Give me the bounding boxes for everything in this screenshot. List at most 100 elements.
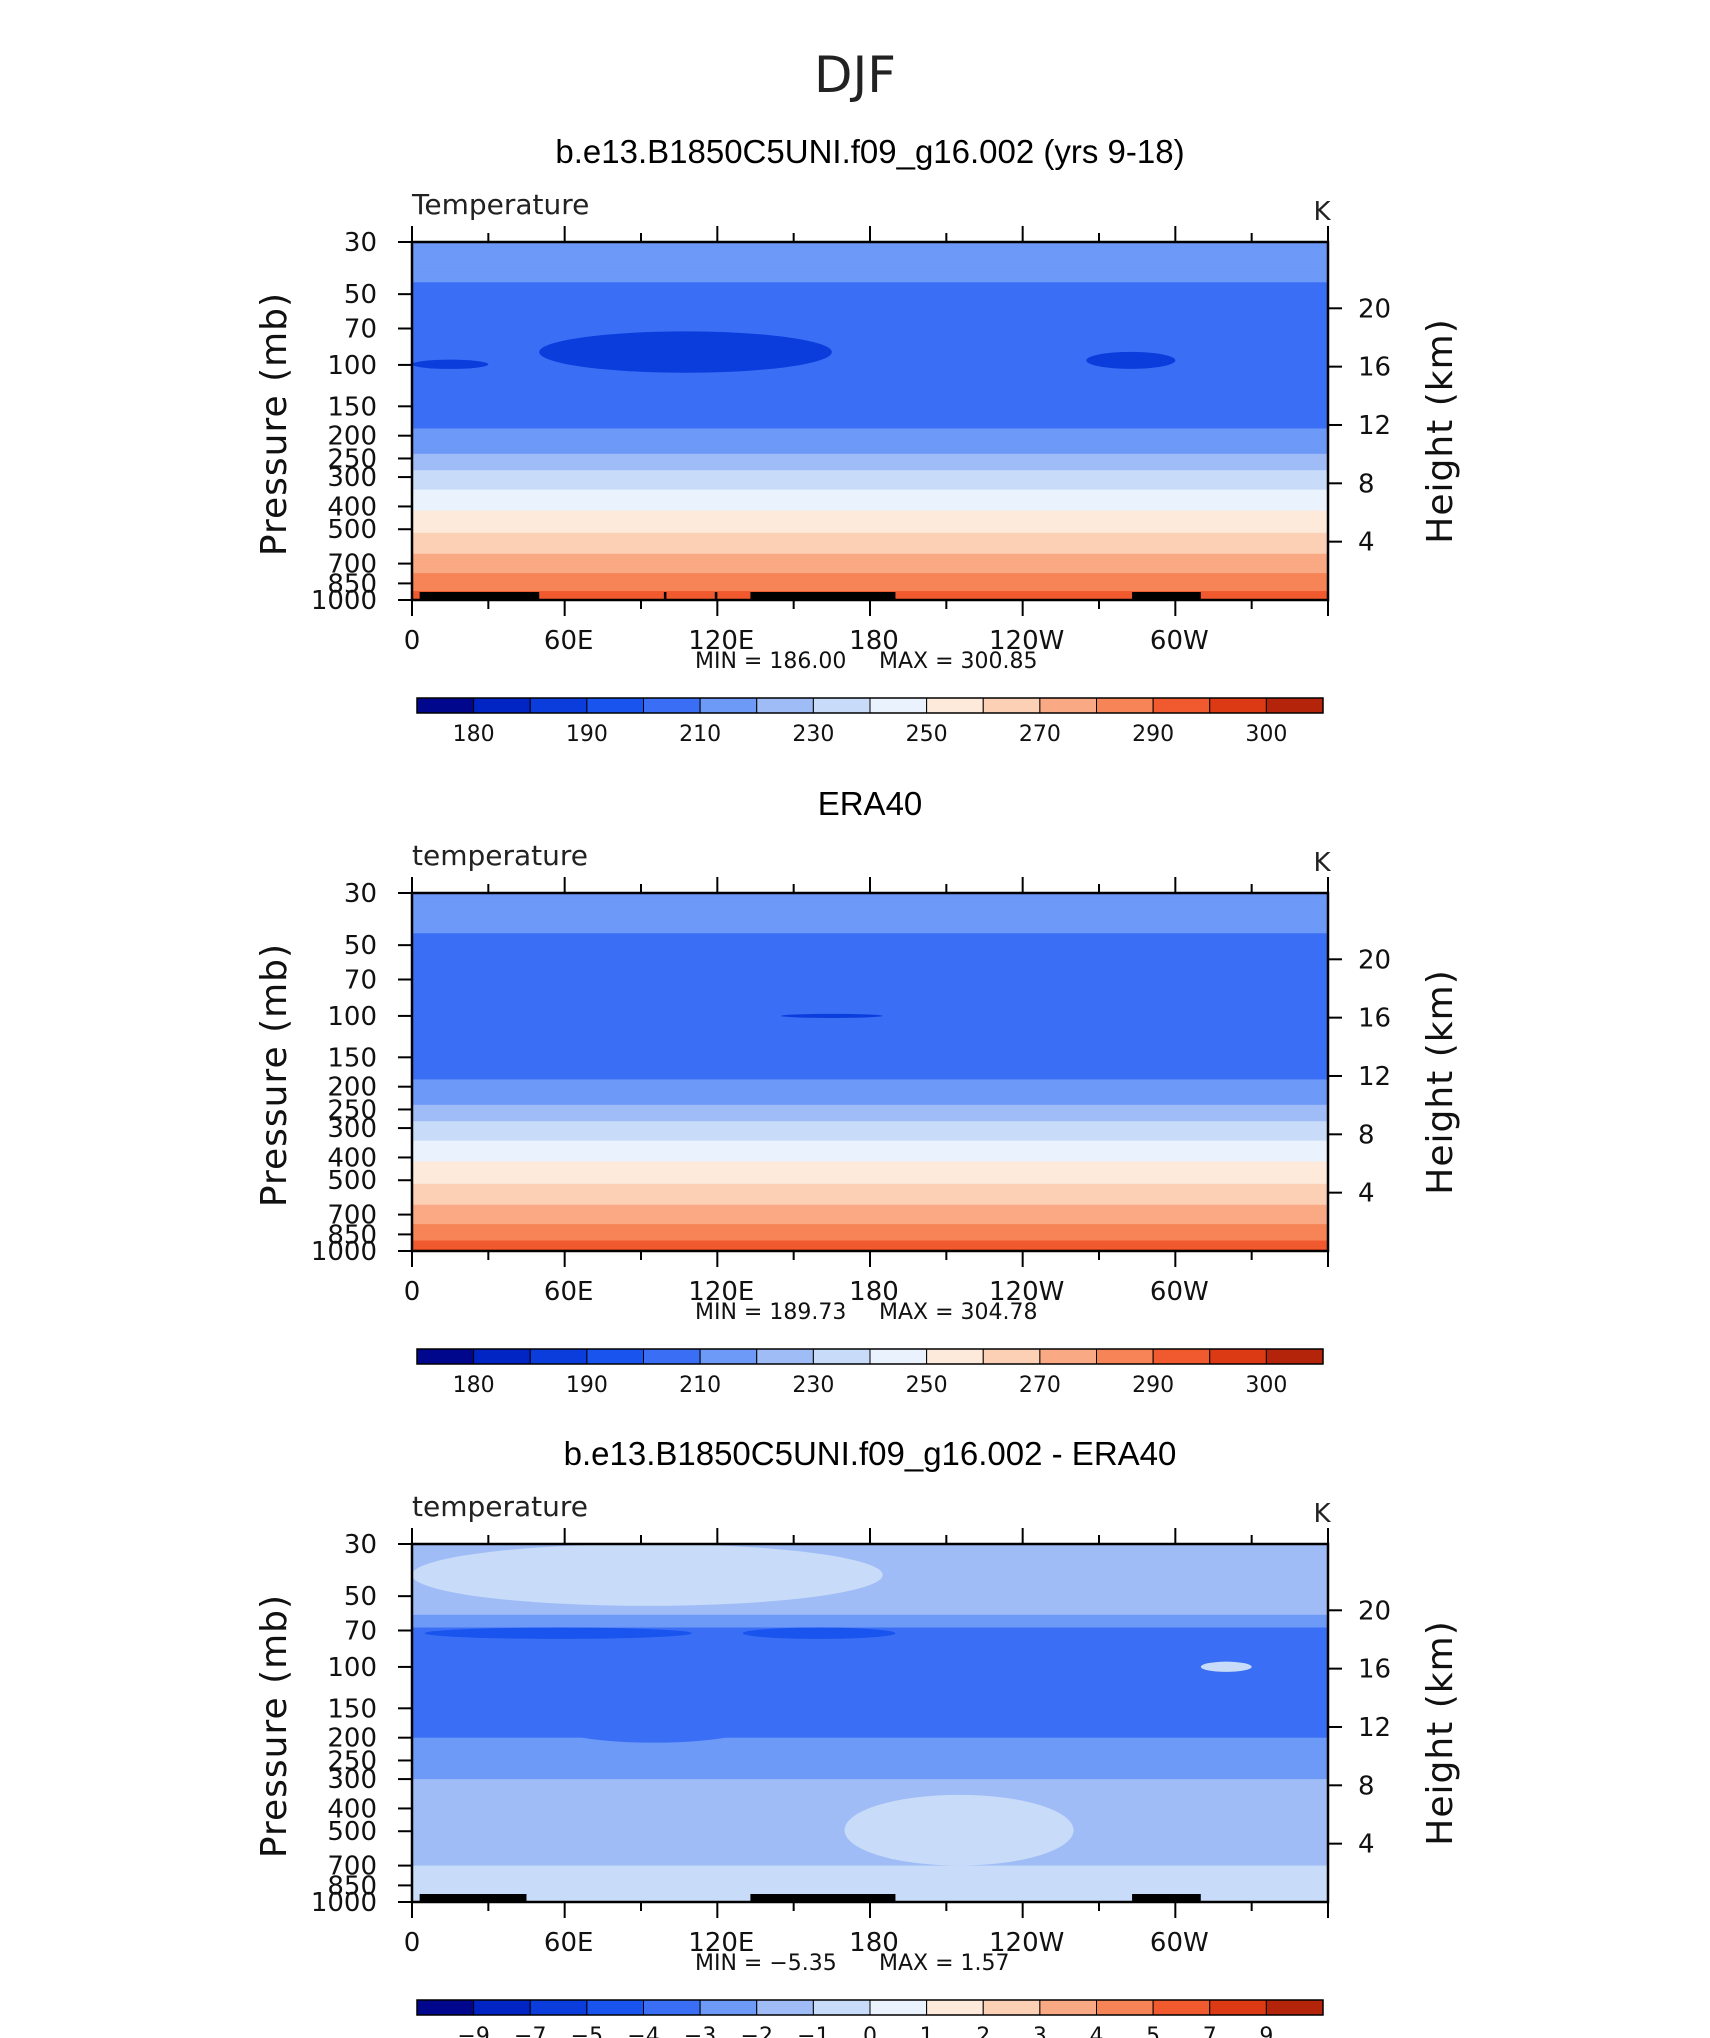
y-tick-label: 200 — [327, 1073, 377, 1103]
y-tick-label: 50 — [344, 280, 377, 310]
contour-band — [412, 1060, 1328, 1063]
colorbar-box — [643, 1999, 701, 2016]
contour-band — [412, 479, 1328, 482]
contour-band — [412, 259, 1328, 262]
y-tick-label: 700 — [327, 550, 377, 580]
contour-band — [412, 343, 1328, 346]
colorbar-label: 180 — [453, 1373, 495, 1398]
colorbar-label: 250 — [906, 1373, 948, 1398]
contour-band — [412, 1194, 1328, 1197]
y-right-tick-label: 8 — [1358, 469, 1375, 499]
colorbar-box — [699, 1999, 758, 2016]
contour-band — [412, 292, 1328, 295]
y-tick-label: 700 — [327, 1201, 377, 1231]
contour-band — [412, 972, 1328, 975]
y-tick-label: 150 — [327, 1694, 377, 1724]
contour-band — [412, 270, 1328, 273]
contour-band — [412, 261, 1328, 264]
contour-band — [412, 1164, 1328, 1167]
contour-band — [412, 400, 1328, 403]
contour-band — [412, 301, 1328, 304]
contour-band — [412, 985, 1328, 988]
contour-band — [412, 585, 1328, 588]
contour-band — [412, 335, 1328, 339]
contour-band — [412, 1134, 1328, 1137]
contour-band — [412, 1021, 1328, 1024]
contour-band — [412, 1072, 1328, 1075]
contour-band — [412, 467, 1328, 470]
contour-tropopause-cold-3 — [1086, 351, 1176, 369]
contour-band — [412, 963, 1328, 966]
contour-band — [412, 1167, 1328, 1170]
contour-band — [412, 946, 1328, 949]
contour-band — [412, 561, 1328, 564]
contour-band — [412, 576, 1328, 579]
contour-band — [412, 1243, 1328, 1246]
contour-band — [412, 511, 1328, 515]
contour-band — [412, 330, 1328, 333]
contour-band — [412, 564, 1328, 567]
contour-band — [412, 1080, 1328, 1084]
contour-band — [412, 391, 1328, 394]
contour-band — [412, 1161, 1328, 1164]
contour-band — [412, 989, 1328, 993]
y-right-tick-label: 4 — [1358, 1830, 1375, 1860]
colorbar-label: 1 — [920, 2024, 934, 2038]
contour-band — [412, 1107, 1328, 1110]
contour-band — [412, 1152, 1328, 1155]
contour-band — [412, 426, 1328, 430]
contour-band — [412, 350, 1328, 353]
contour-band — [412, 367, 1328, 370]
contour-band — [412, 534, 1328, 537]
contour-band — [412, 994, 1328, 997]
y-tick-label: 1000 — [311, 586, 377, 616]
colorbar-label: 290 — [1132, 1373, 1174, 1398]
contour-band — [412, 1121, 1328, 1124]
y-right-tick-label: 12 — [1358, 1062, 1391, 1092]
contour-band — [412, 468, 1328, 471]
contour-band — [412, 1086, 1328, 1090]
contour-band — [412, 291, 1328, 294]
contour-band — [412, 428, 1328, 431]
contour-band — [412, 1076, 1328, 1079]
contour-band — [412, 544, 1328, 547]
contour-band — [412, 1064, 1328, 1067]
contour-band — [412, 1007, 1328, 1010]
contour-band — [412, 991, 1328, 994]
contour-band — [412, 1160, 1328, 1163]
contour-band — [412, 1218, 1328, 1221]
contour-band — [412, 943, 1328, 946]
contour-cold-patch-upper — [742, 1644, 1036, 1722]
contour-band — [412, 519, 1328, 522]
contour-band — [412, 303, 1328, 306]
contour-band — [412, 407, 1328, 410]
colorbar-box — [1039, 1348, 1097, 1365]
contour-band — [412, 1085, 1328, 1088]
contour-band — [412, 418, 1328, 421]
contour-band — [412, 507, 1328, 510]
contour-band — [412, 1009, 1328, 1012]
colorbar-frame — [416, 697, 1324, 714]
contour-band — [412, 970, 1328, 973]
contour-warm-patch-lower — [844, 1794, 1074, 1866]
contour-band — [412, 349, 1328, 352]
colorbar-label: 270 — [1019, 722, 1061, 747]
colorbar-box — [1265, 1348, 1324, 1365]
x-tick-label: 180 — [849, 1928, 899, 1958]
variable-label: Temperature — [411, 188, 589, 221]
contour-band — [412, 1106, 1328, 1109]
colorbar-box — [529, 1999, 588, 2016]
contour-band — [412, 919, 1328, 922]
contour-band — [412, 341, 1328, 345]
contour-band — [412, 535, 1328, 538]
contour-band — [412, 982, 1328, 985]
contour-band — [412, 394, 1328, 397]
x-tick-label: 60W — [1150, 1928, 1209, 1958]
contour-band — [412, 497, 1328, 500]
contour-band — [412, 473, 1328, 476]
colorbar-label: 0 — [863, 2024, 877, 2038]
contour-band — [412, 413, 1328, 416]
contour-band — [412, 981, 1328, 984]
contour-band — [412, 388, 1328, 391]
contour-band — [412, 1149, 1328, 1152]
